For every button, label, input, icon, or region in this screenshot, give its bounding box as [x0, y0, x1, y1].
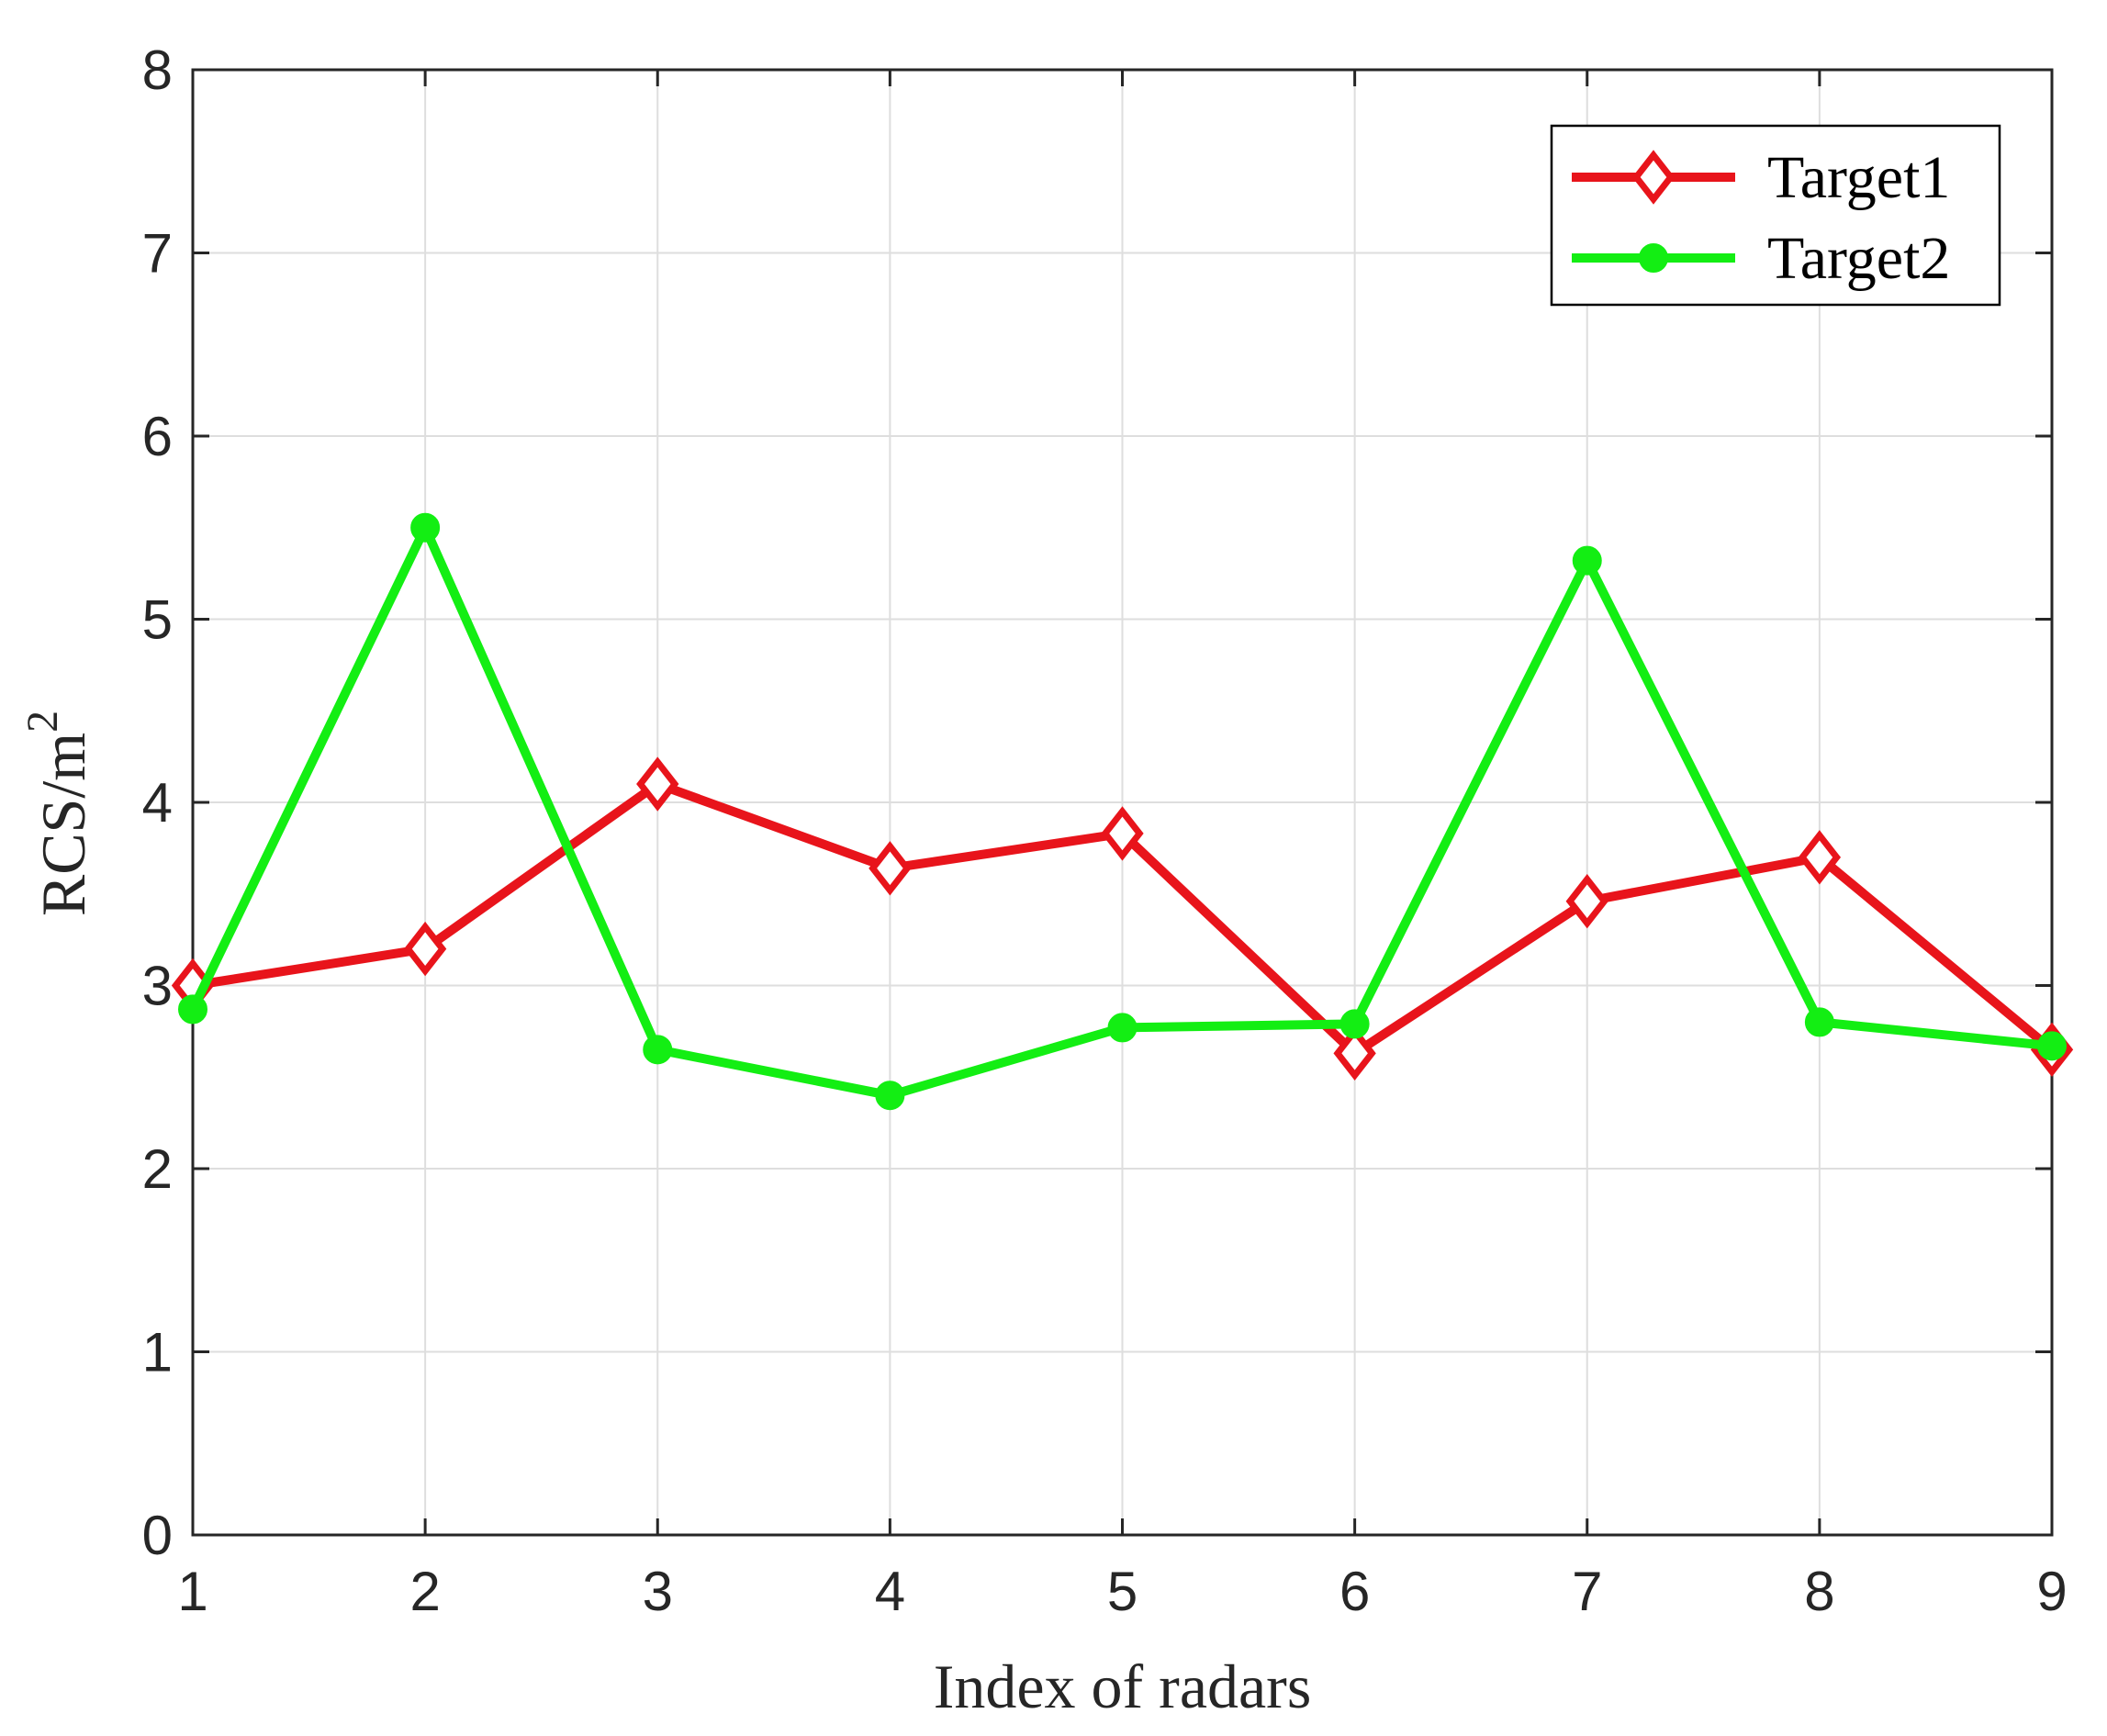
legend-label: Target2: [1767, 225, 1950, 292]
legend-item-Target2: Target2: [1572, 225, 1950, 292]
data-point: [869, 841, 912, 896]
data-point: [875, 1081, 905, 1111]
data-point: [1101, 806, 1144, 861]
y-axis-title: RCS/m2: [18, 711, 98, 916]
y-tick-label: 0: [142, 1505, 173, 1566]
series-group: [171, 512, 2074, 1111]
y-axis-title-base: RCS/m: [28, 733, 98, 916]
data-point: [1798, 830, 1842, 885]
legend-box: [1550, 124, 2001, 307]
legend-item-Target1: Target1: [1572, 144, 1950, 211]
x-tick-label: 8: [1804, 1561, 1834, 1622]
y-tick-label: 8: [142, 39, 173, 101]
y-axis-title-superscript: 2: [18, 711, 67, 733]
data-point: [1572, 545, 1602, 576]
data-point: [1804, 1007, 1834, 1037]
x-tick-label: 4: [875, 1561, 905, 1622]
y-tick-label: 7: [142, 223, 173, 285]
y-tick-label: 4: [142, 772, 173, 834]
data-point: [2037, 1031, 2067, 1061]
x-tick-label: 1: [177, 1561, 207, 1622]
data-point: [403, 921, 447, 977]
data-point: [410, 512, 441, 543]
x-tick-label: 9: [2036, 1561, 2067, 1622]
x-tick-label: 3: [643, 1561, 673, 1622]
legend-swatch-marker: [1639, 243, 1668, 273]
data-point: [1333, 1025, 1376, 1081]
data-point: [1107, 1013, 1138, 1043]
series-Target2: [178, 512, 2067, 1111]
data-point: [643, 1035, 673, 1065]
y-tick-label: 1: [142, 1322, 173, 1383]
data-point: [1339, 1009, 1370, 1039]
x-axis-title: Index of radars: [934, 1652, 1312, 1721]
legend-swatch-marker: [1631, 150, 1676, 205]
y-tick-label: 6: [142, 406, 173, 467]
y-tick-label: 3: [142, 956, 173, 1017]
data-point: [636, 756, 679, 812]
data-point: [1565, 874, 1608, 929]
data-point: [178, 994, 207, 1025]
y-tick-label: 2: [142, 1138, 173, 1200]
x-tick-label: 2: [409, 1561, 440, 1622]
y-tick-label: 5: [142, 589, 173, 651]
x-tick-label: 5: [1107, 1561, 1138, 1622]
legend: Target1 Target2: [1550, 124, 2001, 307]
legend-label: Target1: [1767, 144, 1950, 211]
x-tick-label: 7: [1572, 1561, 1602, 1622]
x-tick-label: 6: [1339, 1561, 1370, 1622]
